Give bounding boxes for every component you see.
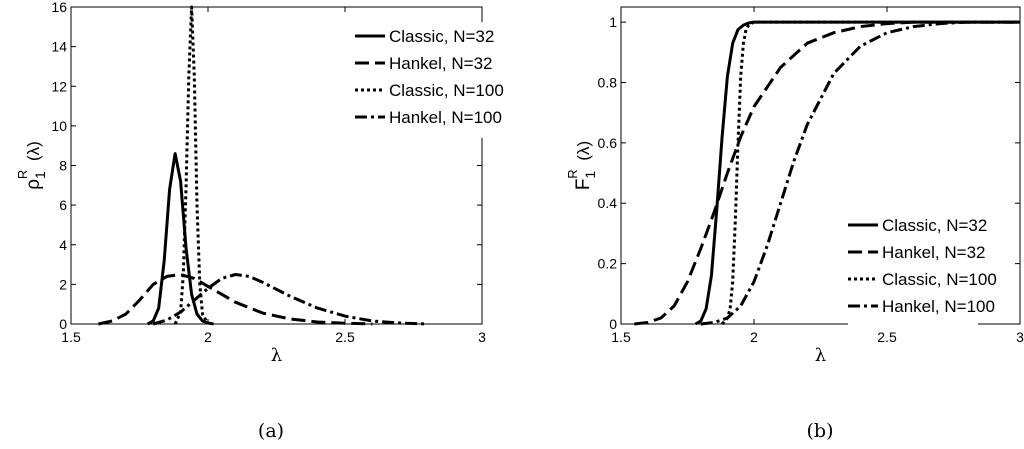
chart-a-xtick-label: 2.5 (335, 329, 355, 345)
chart-b-ytick-label: 1 (609, 14, 617, 30)
chart-a-ytick-label: 4 (59, 237, 67, 253)
chart-a-series-line (152, 273, 428, 326)
chart-a-ytick-label: 12 (51, 78, 67, 94)
chart-b-xtick-label: 1.5 (611, 329, 631, 345)
chart-b-legend-box (848, 211, 978, 327)
chart-b-ytick-label: 0.2 (598, 256, 618, 272)
chart-a-caption: (a) (258, 420, 284, 442)
chart-b-legend-label: Classic, N=100 (882, 270, 997, 289)
chart-b-xtick-label: 2 (750, 329, 758, 345)
chart-b-ytick-label: 0.4 (598, 195, 618, 211)
chart-b-axes-box (620, 6, 1021, 325)
chart-a-xtick-label: 3 (478, 329, 486, 345)
chart-b-legend-label: Classic, N=32 (882, 216, 987, 235)
chart-a-series-line (173, 5, 210, 325)
chart-b-ytick-label: 0 (609, 316, 617, 332)
chart-b-ylabel: F1R (λ) (565, 141, 598, 190)
chart-b-ytick-label: 0.6 (598, 135, 618, 151)
chart-b-xtick-label: 3 (1016, 329, 1024, 345)
chart-b-legend-label: Hankel, N=100 (882, 297, 995, 316)
chart-a-ytick-label: 6 (59, 197, 67, 213)
chart-a-ytick-label: 14 (51, 39, 67, 55)
chart-b-xlabel: λ (815, 345, 826, 366)
chart-b-caption: (b) (807, 420, 834, 442)
chart-a-ytick-label: 0 (59, 316, 67, 332)
chart-a-ytick-label: 10 (51, 118, 67, 134)
chart-b-ytick-label: 0.8 (598, 74, 618, 90)
chart-a-legend-label: Classic, N=32 (389, 27, 494, 46)
chart-a-series-line (98, 273, 373, 326)
chart-b-series-line (720, 20, 1020, 325)
chart-b-xtick-label: 2.5 (877, 329, 897, 345)
chart-a-ytick-label: 16 (51, 0, 67, 15)
chart-b-legend-label: Hankel, N=32 (882, 243, 985, 262)
chart-a-ylabel: ρ1R (λ) (15, 141, 48, 190)
chart-a-ytick-label: 2 (59, 276, 67, 292)
chart-a-ytick-label: 8 (59, 158, 67, 174)
chart-a-legend-box (355, 22, 485, 138)
chart-a-legend-label: Hankel, N=32 (389, 54, 492, 73)
chart-a-xtick-label: 1.5 (61, 329, 81, 345)
chart-b-series-line (634, 20, 1020, 326)
chart-a-legend-label: Hankel, N=100 (389, 108, 502, 127)
chart-a-legend-label: Classic, N=100 (389, 81, 504, 100)
chart-a-series-line (146, 152, 214, 326)
chart-a-xtick-label: 2 (204, 329, 212, 345)
chart-a-xlabel: λ (271, 345, 282, 366)
